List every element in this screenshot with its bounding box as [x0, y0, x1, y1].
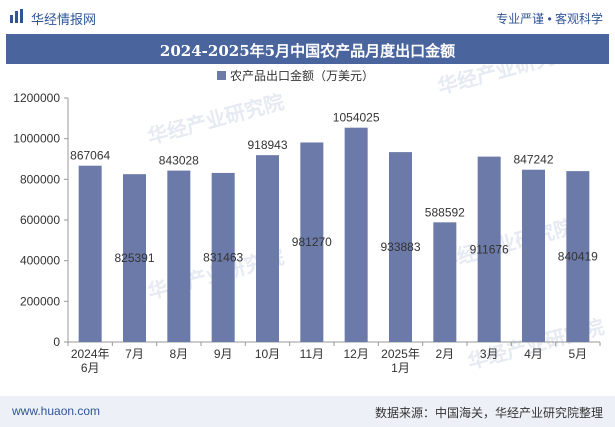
x-tick-label-line: 5月 — [568, 347, 587, 361]
data-label: 831463 — [203, 250, 243, 264]
logo-text: 华经情报网 — [31, 12, 97, 27]
data-label: 933883 — [380, 240, 420, 254]
x-tick-label-line: 12月 — [343, 347, 368, 361]
y-tick-label: 1200000 — [13, 91, 60, 105]
x-tick-label: 2024年 6月 — [71, 347, 110, 375]
x-tick-label: 12月 — [343, 347, 368, 361]
x-tick-label-line: 7月 — [125, 347, 144, 361]
chart-title: 2024-2025年5月中国农产品月度出口金额 — [159, 42, 456, 60]
x-tick-label: 2月 — [435, 347, 454, 361]
x-tick-label: 9月 — [214, 347, 233, 361]
bar — [389, 152, 412, 342]
data-label: 825391 — [114, 251, 154, 265]
logo-icon — [10, 9, 23, 23]
legend-swatch — [217, 71, 226, 80]
data-label: 847242 — [513, 153, 553, 167]
x-tick-label-line: 1月 — [391, 361, 410, 375]
x-tick-label-line: 6月 — [81, 361, 100, 375]
y-tick-label: 200000 — [20, 294, 60, 308]
data-label: 1054025 — [333, 111, 380, 125]
website-link[interactable]: www.huaon.com — [12, 404, 101, 418]
legend-label: 农产品出口金额（万美元） — [230, 68, 374, 83]
data-label: 981270 — [292, 235, 332, 249]
bar — [566, 171, 590, 342]
bar — [433, 222, 457, 342]
x-tick-label-line: 4月 — [524, 347, 543, 361]
bar — [477, 156, 501, 342]
x-tick-label-line: 3月 — [480, 347, 499, 361]
x-tick-label: 7月 — [125, 347, 144, 361]
y-tick-label: 0 — [53, 335, 60, 349]
tagline: 专业严谨 • 客观科学 — [496, 12, 603, 26]
data-label: 840419 — [558, 250, 598, 264]
bar — [256, 155, 279, 342]
top-bar: 华经情报网 专业严谨 • 客观科学 — [0, 0, 615, 34]
data-label: 918943 — [247, 138, 287, 152]
x-tick-label-line: 2025年 — [381, 347, 420, 361]
x-tick-label-line: 10月 — [255, 347, 280, 361]
footer: www.huaon.com 数据来源：中国海关，华经产业研究院整理 — [0, 396, 615, 427]
x-tick-label: 2025年 1月 — [381, 347, 420, 375]
y-tick-label: 600000 — [20, 213, 60, 227]
bar — [167, 170, 191, 342]
x-tick-label: 5月 — [568, 347, 587, 361]
title-bar: 2024-2025年5月中国农产品月度出口金额 — [6, 34, 609, 64]
bar — [211, 172, 235, 342]
data-label: 867064 — [70, 149, 110, 163]
x-tick-label: 4月 — [524, 347, 543, 361]
y-tick-label: 400000 — [20, 254, 60, 268]
x-tick-label: 3月 — [480, 347, 499, 361]
bar-chart: 华经产业研究院华经产业研究院华经产业研究院华经产业研究院华经产业研究院02000… — [13, 64, 606, 375]
x-tick-label-line: 8月 — [169, 347, 188, 361]
bar — [522, 169, 545, 342]
bar — [300, 142, 324, 342]
x-tick-label-line: 9月 — [214, 347, 233, 361]
data-label: 911676 — [470, 242, 509, 256]
data-label: 588592 — [425, 205, 465, 219]
x-tick-label: 10月 — [255, 347, 280, 361]
y-tick-label: 800000 — [20, 172, 60, 186]
y-tick-label: 1000000 — [13, 132, 60, 146]
x-tick-label: 11月 — [300, 347, 324, 361]
data-source: 数据来源：中国海关，华经产业研究院整理 — [374, 406, 603, 420]
x-tick-label-line: 2月 — [435, 347, 454, 361]
data-label: 843028 — [159, 154, 199, 168]
bar — [123, 174, 146, 342]
x-tick-label: 8月 — [169, 347, 188, 361]
bar — [344, 127, 368, 342]
watermark-text: 华经产业研究院 — [435, 64, 576, 99]
x-tick-label-line: 2024年 — [71, 347, 110, 361]
x-tick-label-line: 11月 — [300, 347, 324, 361]
bar — [78, 165, 102, 342]
